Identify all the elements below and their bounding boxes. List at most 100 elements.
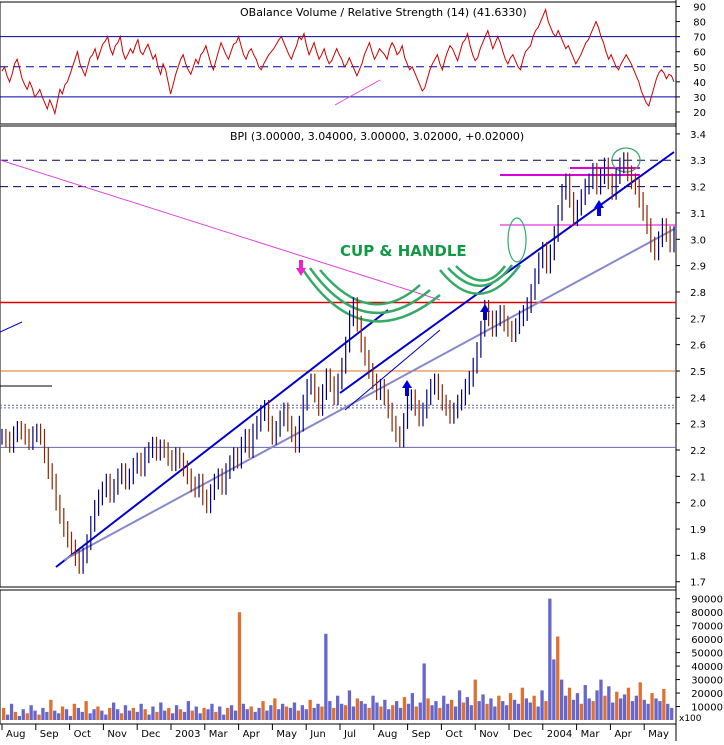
trend-line	[55, 309, 389, 568]
volume-bar	[560, 679, 564, 720]
volume-bar	[308, 699, 312, 720]
x-tick-label: 2003	[175, 729, 200, 740]
volume-bar	[21, 709, 25, 720]
volume-bar	[666, 703, 670, 720]
volume-bar	[438, 707, 442, 720]
volume-bar	[552, 659, 556, 720]
volume-bar	[351, 706, 356, 720]
volume-bar	[473, 679, 477, 720]
volume-bar	[489, 698, 493, 720]
x-tick-label: May	[648, 729, 669, 740]
x-tick-label: Nov	[479, 729, 499, 740]
volume-bar	[501, 701, 505, 720]
trend-line	[0, 321, 23, 333]
highlight-circle	[611, 147, 641, 173]
volume-bar	[155, 711, 159, 720]
series-layer	[1, 7, 675, 720]
volume-tick-label: 90000	[691, 595, 723, 606]
volume-bar	[88, 713, 92, 720]
volume-bar	[611, 702, 615, 720]
indicator-series-line	[1, 7, 675, 116]
indicator-tick-label: 70	[693, 33, 706, 44]
volume-bar	[119, 713, 124, 720]
volume-bar	[556, 636, 560, 720]
volume-bar	[418, 702, 422, 720]
volume-bar	[387, 709, 391, 720]
volume-bar	[477, 701, 481, 720]
volume-bar	[300, 705, 304, 720]
volume-bar	[190, 710, 194, 720]
trend-line	[334, 79, 381, 106]
x-tick-label: Dec	[513, 729, 532, 740]
volume-bar	[131, 707, 135, 720]
volume-bar	[450, 699, 454, 720]
volume-bar	[398, 707, 403, 720]
x-tick-label: Jun	[309, 729, 326, 740]
volume-bar	[571, 699, 576, 720]
volume-bar	[512, 699, 517, 720]
x-tick-label: Nov	[107, 729, 127, 740]
cup-arc	[439, 264, 522, 296]
volume-bar	[493, 706, 497, 720]
volume-bar	[520, 687, 524, 720]
indicator-tick-label: 40	[693, 78, 706, 89]
volume-bar	[516, 703, 521, 720]
volume-bar	[222, 714, 226, 720]
volume-bar	[564, 695, 568, 720]
volume-bar	[174, 705, 179, 720]
volume-bar	[332, 707, 336, 720]
volume-bar	[171, 713, 175, 720]
volume-bar	[343, 705, 348, 720]
volume-bar	[206, 709, 210, 720]
price-tick-label: 2.3	[690, 420, 706, 431]
up-arrow-icon	[594, 200, 604, 216]
volume-tick-label: 80000	[691, 608, 723, 619]
volume-tick-label: 50000	[691, 649, 723, 660]
indicator-tick-label: 30	[693, 93, 706, 104]
price-tick-label: 2.7	[690, 314, 706, 325]
cup-arc	[319, 269, 421, 306]
volume-bar	[68, 716, 73, 720]
volume-bar	[587, 698, 591, 720]
volume-bar	[619, 698, 623, 720]
volume-bar	[426, 698, 430, 720]
price-tick-label: 2.2	[690, 446, 706, 457]
volume-bar	[316, 703, 320, 720]
volume-bar	[528, 702, 532, 720]
volume-bar	[622, 694, 627, 720]
volume-bar	[76, 707, 80, 720]
volume-bar	[45, 711, 49, 720]
volume-bar	[135, 711, 139, 720]
volume-bar	[57, 713, 61, 720]
volume-bar	[17, 716, 21, 720]
volume-bar	[116, 709, 120, 720]
price-tick-label: 3.3	[690, 156, 706, 167]
x-tick-label: May	[276, 729, 297, 740]
x-tick-label: Dec	[141, 729, 160, 740]
volume-bar	[96, 706, 100, 720]
volume-bar	[453, 706, 458, 720]
price-tick-label: 2.5	[690, 367, 706, 378]
volume-bar	[72, 703, 76, 720]
volume-bar	[634, 695, 638, 720]
volume-bar	[371, 695, 375, 720]
price-tick-label: 3.0	[690, 235, 706, 246]
x-tick-label: Mar	[209, 729, 229, 740]
indicator-tick-label: 90	[693, 3, 706, 14]
indicator-tick-label: 80	[693, 18, 706, 29]
volume-bar	[430, 705, 434, 720]
volume-bar	[336, 695, 340, 720]
volume-bar	[615, 691, 619, 720]
volume-tick-label: 40000	[691, 662, 723, 673]
volume-bar	[292, 702, 297, 720]
volume-bar	[281, 703, 285, 720]
volume-bar	[524, 698, 528, 720]
volume-bar	[265, 710, 269, 720]
trend-annotations	[0, 79, 677, 568]
volume-bar	[241, 703, 245, 720]
volume-bar	[410, 693, 414, 720]
volume-bar	[654, 698, 658, 720]
volume-tick-label: 30000	[691, 676, 723, 687]
volume-bar	[269, 705, 273, 720]
x-tick-label: 2004	[547, 729, 572, 740]
